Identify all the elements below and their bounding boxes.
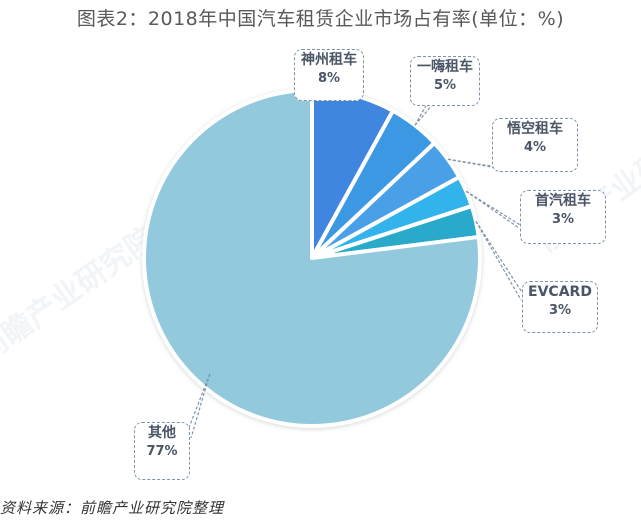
callout-shouqi: 首汽租车 3% xyxy=(520,190,606,244)
callout-value: 3% xyxy=(551,212,575,227)
callout-value: 3% xyxy=(548,303,572,318)
callout-name: 其他 xyxy=(148,425,176,441)
pie-slice-5 xyxy=(142,88,482,428)
callout-name: 神州租车 xyxy=(301,52,357,68)
callout-other: 其他 77% xyxy=(134,422,190,480)
leader-line xyxy=(414,103,428,126)
callout-name: 悟空租车 xyxy=(507,121,563,137)
callout-value: 5% xyxy=(433,78,457,93)
callout-value: 8% xyxy=(317,71,341,86)
callout-name: 首汽租车 xyxy=(535,193,591,209)
callout-shenzhou: 神州租车 8% xyxy=(294,49,364,101)
leader-line xyxy=(475,221,522,301)
leader-line xyxy=(447,158,498,169)
callout-name: EVCARD xyxy=(528,284,592,300)
leader-line xyxy=(190,373,211,439)
callout-value: 77% xyxy=(146,444,178,459)
callout-evcard: EVCARD 3% xyxy=(522,281,598,333)
leader-line xyxy=(414,103,434,126)
callout-value: 4% xyxy=(523,140,547,155)
callout-name: 一嗨租车 xyxy=(417,59,473,75)
leader-line xyxy=(475,221,528,301)
pie-slices xyxy=(142,88,482,428)
source-note: 资料来源：前瞻产业研究院整理 xyxy=(0,499,225,517)
chart-title: 图表2：2018年中国汽车租赁企业市场占有率(单位：%) xyxy=(76,8,565,30)
callout-yihai: 一嗨租车 5% xyxy=(410,56,480,106)
callout-wukong: 悟空租车 4% xyxy=(492,118,578,172)
leader-line xyxy=(465,190,526,229)
